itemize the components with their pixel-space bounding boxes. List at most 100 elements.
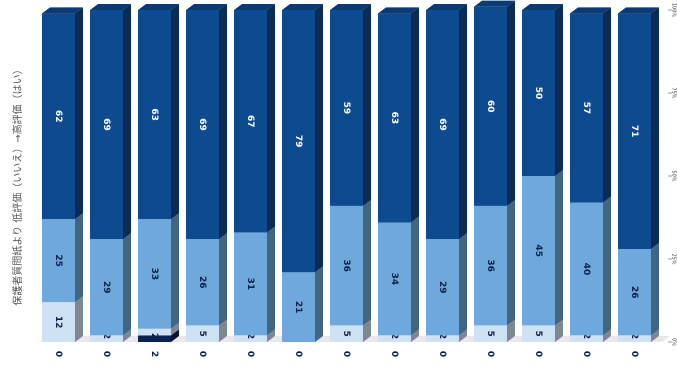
bar-segment [42,13,75,220]
bar-segment [90,239,123,336]
bar-segment [426,239,459,336]
bar-side [459,233,467,336]
bar-side [75,7,83,220]
data-label: 29 [101,281,111,294]
data-label: 0 [437,351,447,357]
data-label: 0 [197,351,207,357]
data-label: 5 [197,331,207,337]
bar-side [123,4,131,240]
data-label: 26 [197,276,207,289]
y-tick-label: 100% [671,3,677,18]
data-label: 67 [245,115,255,128]
bar-top [426,4,467,10]
bar-side [507,199,515,326]
data-label: 2 [629,333,639,339]
bar-side [267,4,275,233]
data-label: 33 [149,268,159,281]
data-label: 79 [293,135,303,148]
bar-side [75,213,83,303]
data-label: 62 [53,110,63,123]
bar-side [411,329,419,342]
data-label: 5 [485,331,495,337]
data-label: 36 [485,259,495,272]
data-label: 2 [149,333,159,339]
data-label: 2 [149,351,159,357]
data-label: 0 [53,351,63,357]
bar-side [507,319,515,342]
data-label: 40 [581,263,591,276]
data-label: 0 [389,351,399,357]
bar-top [618,7,659,14]
data-label: 0 [341,351,351,357]
bar-top [570,7,611,14]
data-label: 5 [341,331,351,337]
bar-segment [474,205,507,326]
y-tick-label: 25% [671,253,677,264]
bar-side [363,199,371,326]
data-label: 12 [53,316,63,329]
bar-segment [138,10,171,220]
data-label: 2 [245,333,255,339]
bar-segment [138,328,171,336]
bar-side [171,4,179,220]
bar-segment [186,239,219,326]
data-label: 31 [245,278,255,291]
data-label: 45 [533,244,543,257]
bar-segment [522,325,555,342]
bar-top [186,4,227,10]
bar-side [411,216,419,336]
bar-segment [234,10,267,233]
bar-side [459,4,467,240]
data-label: 5 [533,331,543,337]
y-tick-label: 0% [671,338,677,346]
data-label: 0 [245,351,255,357]
bar-side [123,233,131,336]
bar-side [363,319,371,342]
bar-side [75,296,83,342]
bar-side [555,170,563,326]
data-label: 63 [149,108,159,121]
bar-segment [618,249,651,336]
data-label: 0 [101,351,111,357]
bar-top [474,0,515,7]
data-label: 57 [581,102,591,115]
bar-segment [474,6,507,206]
bar-side [651,7,659,250]
bar-side [459,329,467,342]
bar-segment [474,325,507,342]
bar-segment [330,325,363,342]
bar-segment [186,10,219,240]
bar-top [282,4,323,10]
bar-side [171,322,179,336]
bar-segment [426,10,459,240]
bar-side [315,4,323,273]
data-label: 36 [341,259,351,272]
bar-top [138,4,179,10]
bar-segment [522,10,555,176]
data-label: 2 [581,333,591,339]
data-label: 59 [341,102,351,115]
data-label: 50 [533,87,543,100]
data-label: 69 [101,118,111,131]
data-label: 0 [293,351,303,357]
bar-segment [138,335,171,342]
bar-side [219,233,227,326]
data-label: 0 [533,351,543,357]
bar-side [171,329,179,342]
bar-side [603,196,611,336]
bar-segment [570,335,603,342]
bar-side [555,319,563,342]
bar-segment [522,176,555,326]
data-label: 71 [629,125,639,138]
bar-segment [378,335,411,342]
y-tick-label: 50% [671,170,677,181]
bar-segment [282,10,315,273]
data-label: 69 [437,118,447,131]
data-label: 2 [389,333,399,339]
bar-segment [330,10,363,206]
bar-top [378,7,419,14]
bar-segment [330,205,363,326]
bar-top [522,4,563,10]
bar-segment [570,13,603,203]
